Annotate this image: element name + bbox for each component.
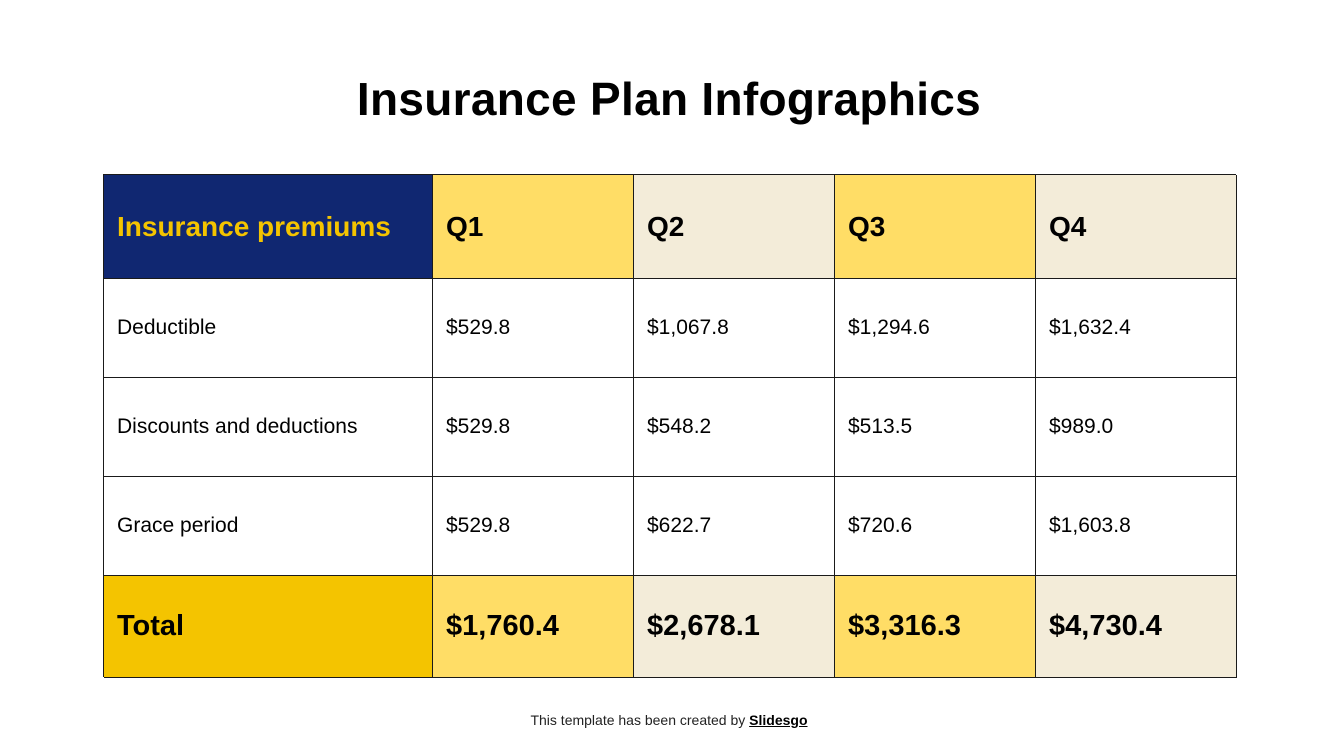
row-label-deductible: Deductible (104, 279, 433, 378)
column-header-q3: Q3 (835, 175, 1036, 279)
table-cell: $1,632.4 (1036, 279, 1237, 378)
total-cell-q1: $1,760.4 (433, 576, 634, 678)
premiums-table: Insurance premiums Q1 Q2 Q3 Q4 Deductibl… (103, 174, 1237, 678)
table-cell: $1,294.6 (835, 279, 1036, 378)
slidesgo-link[interactable]: Slidesgo (749, 712, 808, 728)
table-cell: $529.8 (433, 279, 634, 378)
page-title: Insurance Plan Infographics (356, 73, 982, 125)
table-cell: $548.2 (634, 378, 835, 477)
table-cell: $529.8 (433, 378, 634, 477)
table-cell: $1,067.8 (634, 279, 835, 378)
table-header-label: Insurance premiums (104, 175, 433, 279)
column-header-q1: Q1 (433, 175, 634, 279)
footer-credit: This template has been created by Slides… (0, 712, 1338, 728)
table-cell: $529.8 (433, 477, 634, 576)
row-label-grace-period: Grace period (104, 477, 433, 576)
table-cell: $1,603.8 (1036, 477, 1237, 576)
table-cell: $513.5 (835, 378, 1036, 477)
total-cell-q2: $2,678.1 (634, 576, 835, 678)
table-cell: $622.7 (634, 477, 835, 576)
row-label-discounts: Discounts and deductions (104, 378, 433, 477)
column-header-q2: Q2 (634, 175, 835, 279)
footer-text: This template has been created by (530, 712, 750, 728)
table-cell: $720.6 (835, 477, 1036, 576)
total-cell-q3: $3,316.3 (835, 576, 1036, 678)
total-cell-q4: $4,730.4 (1036, 576, 1237, 678)
row-label-total: Total (104, 576, 433, 678)
table-cell: $989.0 (1036, 378, 1237, 477)
column-header-q4: Q4 (1036, 175, 1237, 279)
